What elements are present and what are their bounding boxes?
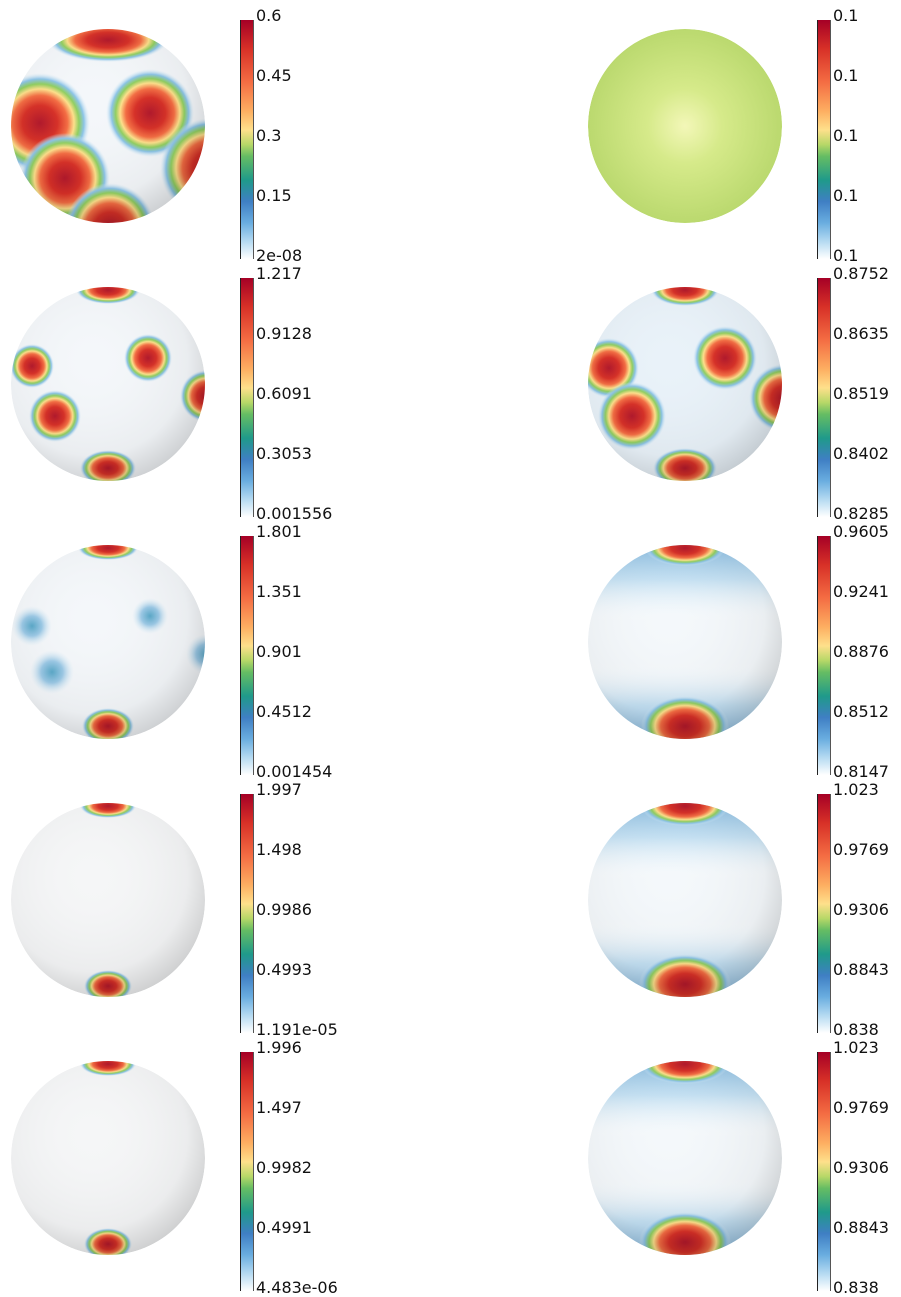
tick-label: 0.8752 [833,264,889,283]
tick-label: 1.023 [833,780,879,799]
tick-label: 1.023 [833,1038,879,1057]
tick-label: 0.1 [833,186,859,205]
tick-label: 0.15 [256,186,292,205]
tick-label: 1.191e-05 [256,1020,338,1039]
sphere-9 [11,1061,205,1255]
sphere-7 [11,803,205,997]
tick-label: 0.9241 [833,582,889,601]
tick-label: 0.1 [833,126,859,145]
sphere-3 [11,287,205,481]
tick-label: 0.8402 [833,444,889,463]
tick-label: 0.6091 [256,384,312,403]
tick-label: 1.996 [256,1038,302,1057]
tick-label: 0.9982 [256,1158,312,1177]
tick-label: 0.8843 [833,1218,889,1237]
panel-7: 1.997 1.498 0.9986 0.4993 1.191e-05 [0,774,400,1038]
sphere-6 [588,545,782,739]
tick-label: 0.9605 [833,522,889,541]
tick-label: 0.8843 [833,960,889,979]
sphere-5 [11,545,205,739]
panel-6: 0.9605 0.9241 0.8876 0.8512 0.8147 [577,516,901,780]
colorbar-6 [817,536,831,775]
tick-label: 1.801 [256,522,302,541]
tick-label: 0.001556 [256,504,333,523]
sphere-4 [588,287,782,481]
tick-label: 1.997 [256,780,302,799]
tick-label: 0.1 [833,6,859,25]
colorbar-7 [240,794,254,1033]
panel-1: 0.6 0.45 0.3 0.15 2e-08 [0,0,400,264]
tick-label: 0.6 [256,6,282,25]
panel-3: 1.217 0.9128 0.6091 0.3053 0.001556 [0,258,400,522]
colorbar-5 [240,536,254,775]
tick-label: 0.8512 [833,702,889,721]
sphere-2 [588,29,782,223]
tick-label: 0.8147 [833,762,889,781]
colorbar-8 [817,794,831,1033]
tick-label: 4.483e-06 [256,1278,338,1297]
colorbar-2 [817,20,831,259]
colorbar-1 [240,20,254,259]
panel-8: 1.023 0.9769 0.9306 0.8843 0.838 [577,774,901,1038]
tick-label: 0.838 [833,1020,879,1039]
tick-label: 0.3053 [256,444,312,463]
tick-label: 0.8635 [833,324,889,343]
panel-10: 1.023 0.9769 0.9306 0.8843 0.838 [577,1032,901,1296]
tick-label: 1.217 [256,264,302,283]
panel-4: 0.8752 0.8635 0.8519 0.8402 0.8285 [577,258,901,522]
tick-label: 0.1 [833,66,859,85]
tick-label: 0.8876 [833,642,889,661]
sphere-10 [588,1061,782,1255]
sphere-1 [11,29,205,223]
tick-label: 0.8519 [833,384,889,403]
tick-label: 0.901 [256,642,302,661]
tick-label: 0.9306 [833,1158,889,1177]
tick-label: 0.9986 [256,900,312,919]
tick-label: 0.3 [256,126,282,145]
tick-label: 0.1 [833,246,859,265]
colorbar-9 [240,1052,254,1291]
tick-label: 0.9128 [256,324,312,343]
tick-label: 1.498 [256,840,302,859]
tick-label: 0.4993 [256,960,312,979]
tick-label: 1.351 [256,582,302,601]
colorbar-4 [817,278,831,517]
tick-label: 0.9769 [833,1098,889,1117]
panel-5: 1.801 1.351 0.901 0.4512 0.001454 [0,516,400,780]
colorbar-3 [240,278,254,517]
panel-2: 0.1 0.1 0.1 0.1 0.1 [577,0,901,264]
tick-label: 0.4991 [256,1218,312,1237]
tick-label: 1.497 [256,1098,302,1117]
tick-label: 0.838 [833,1278,879,1297]
tick-label: 0.45 [256,66,292,85]
tick-label: 0.9769 [833,840,889,859]
colorbar-10 [817,1052,831,1291]
tick-label: 0.001454 [256,762,333,781]
sphere-8 [588,803,782,997]
tick-label: 0.4512 [256,702,312,721]
tick-label: 0.8285 [833,504,889,523]
panel-9: 1.996 1.497 0.9982 0.4991 4.483e-06 [0,1032,400,1296]
tick-label: 2e-08 [256,246,303,265]
tick-label: 0.9306 [833,900,889,919]
